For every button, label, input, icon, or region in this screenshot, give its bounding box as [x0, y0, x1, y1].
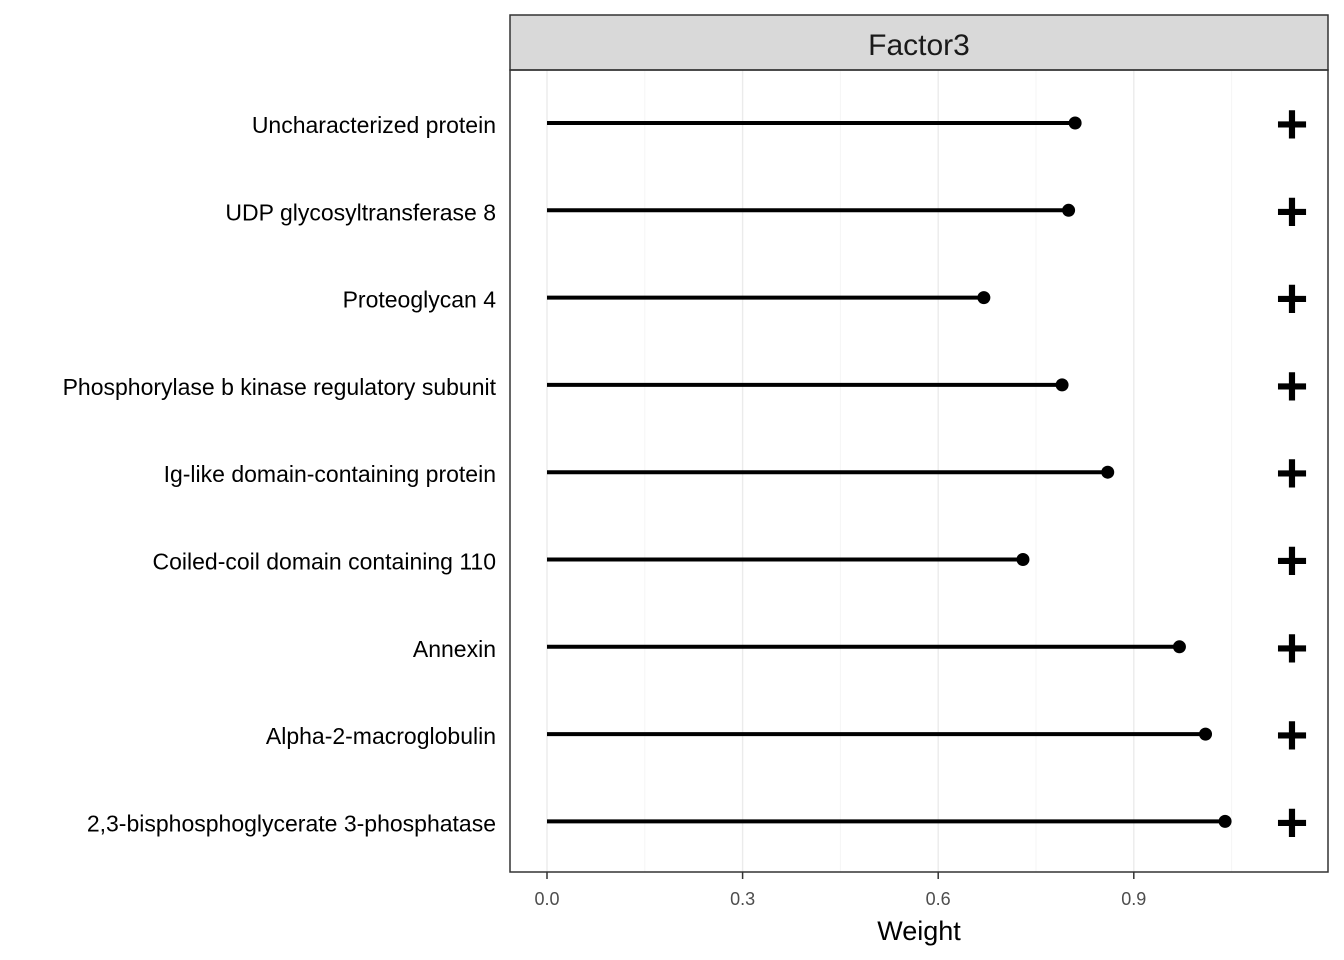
category-labels: Uncharacterized protein UDP glycosyltrans…	[63, 112, 497, 836]
sign-label: +	[1276, 267, 1309, 330]
lollipop-point	[1062, 203, 1076, 217]
sign-label: +	[1276, 179, 1309, 242]
lollipop-point	[1016, 553, 1030, 566]
sign-labels: + + + + + + + + +	[1276, 92, 1309, 853]
category-label: Annexin	[413, 636, 496, 662]
category-label: Coiled-coil domain containing 110	[152, 549, 496, 575]
category-label: Ig-like domain-containing protein	[164, 461, 496, 487]
lollipop-point	[1172, 640, 1186, 654]
facet-strip-label: Factor3	[868, 29, 970, 62]
sign-label: +	[1276, 616, 1309, 679]
sign-label: +	[1276, 703, 1309, 766]
lollipop-marks	[547, 116, 1232, 828]
lollipop-point	[977, 291, 991, 305]
lollipop-point	[1218, 814, 1232, 828]
category-label: Proteoglycan 4	[343, 287, 497, 313]
sign-label: +	[1276, 790, 1309, 853]
x-tick-label: 0.3	[730, 889, 755, 909]
sign-label: +	[1276, 92, 1309, 155]
x-axis-title: Weight	[877, 916, 961, 946]
sign-label: +	[1276, 441, 1309, 504]
lollipop-point	[1101, 465, 1115, 479]
lollipop-point	[1068, 116, 1082, 130]
category-label: 2,3-bisphosphoglycerate 3-phosphatase	[87, 810, 496, 836]
category-label: UDP glycosyltransferase 8	[225, 199, 496, 225]
x-tick-label: 0.9	[1121, 889, 1146, 909]
lollipop-point	[1055, 378, 1069, 392]
lollipop-point	[1199, 727, 1213, 741]
x-axis-ticks: 0.0 0.3 0.6 0.9	[534, 872, 1146, 909]
facet-strip	[509, 14, 1329, 71]
x-tick-label: 0.6	[926, 889, 951, 909]
category-label: Uncharacterized protein	[252, 112, 496, 138]
category-label: Phosphorylase b kinase regulatory subuni…	[63, 374, 497, 400]
sign-label: +	[1276, 529, 1309, 592]
x-tick-label: 0.0	[534, 889, 559, 909]
panel-border	[509, 69, 1329, 873]
category-label: Alpha-2-macroglobulin	[266, 723, 496, 749]
sign-label: +	[1276, 354, 1309, 417]
